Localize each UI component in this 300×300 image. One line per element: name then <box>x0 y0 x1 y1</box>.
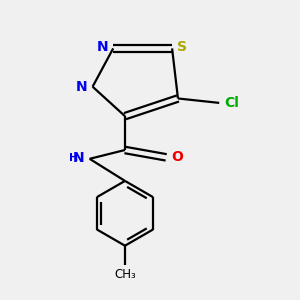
Text: S: S <box>177 40 188 54</box>
Text: Cl: Cl <box>224 96 239 110</box>
Text: CH₃: CH₃ <box>114 268 136 281</box>
Text: H: H <box>69 153 79 163</box>
Text: O: O <box>172 150 183 164</box>
Text: N: N <box>73 151 84 165</box>
Text: N: N <box>76 80 87 94</box>
Text: N: N <box>96 40 108 54</box>
